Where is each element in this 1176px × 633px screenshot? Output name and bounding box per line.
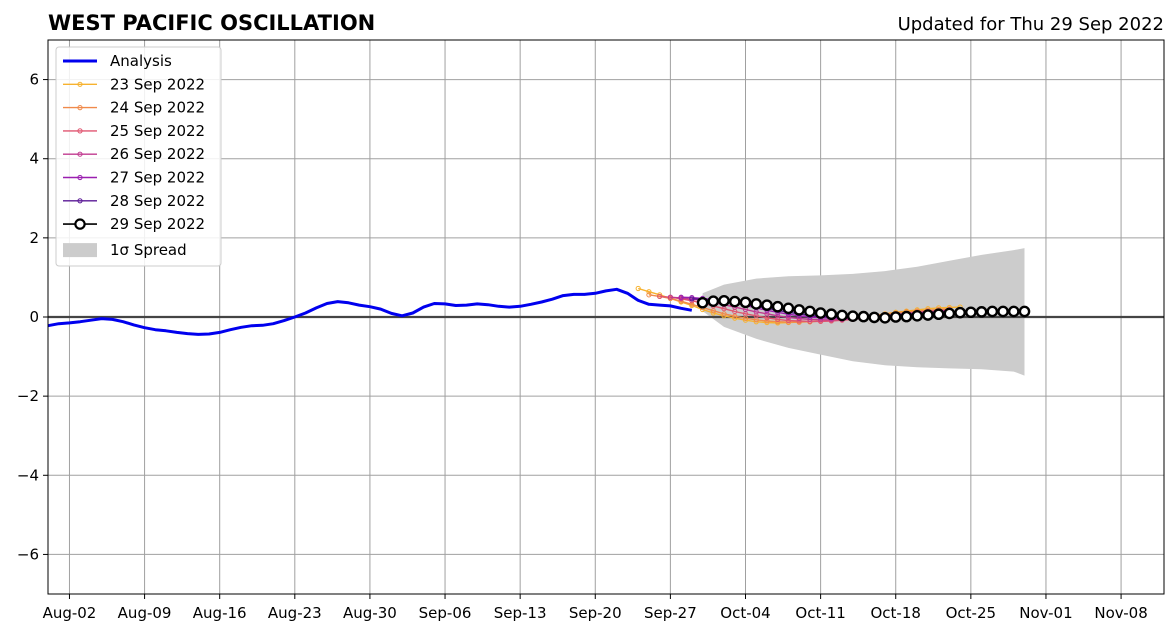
x-tick-label: Sep-27 <box>644 604 697 622</box>
forecast-point <box>739 296 752 309</box>
forecast-point <box>696 296 709 309</box>
forecast-point <box>728 295 741 308</box>
legend-forecast-marker <box>77 198 83 204</box>
forecast-point <box>646 292 652 298</box>
legend-forecast-label: 23 Sep 2022 <box>110 75 205 93</box>
forecast-point <box>771 300 784 313</box>
legend-forecast-label: 27 Sep 2022 <box>110 169 205 187</box>
forecast-point <box>857 310 870 323</box>
forecast-point <box>911 310 923 322</box>
forecast-point <box>889 311 902 323</box>
forecast-point <box>775 316 781 322</box>
legend-forecast-label: 24 Sep 2022 <box>110 99 205 117</box>
forecast-point <box>793 304 805 316</box>
legend-forecast-marker <box>74 218 86 230</box>
legend-analysis-label: Analysis <box>110 52 172 70</box>
chart-subtitle: Updated for Thu 29 Sep 2022 <box>898 14 1164 35</box>
legend-forecast-marker <box>77 174 83 181</box>
forecast-point <box>635 285 641 292</box>
series-lines <box>47 285 1031 336</box>
forecast-point <box>1018 305 1031 318</box>
forecast-point <box>1007 305 1020 318</box>
x-tick-label: Aug-23 <box>268 604 322 622</box>
legend-forecast-marker <box>77 128 83 134</box>
y-tick-label: −4 <box>17 466 39 484</box>
forecast-point <box>721 311 727 317</box>
forecast-point <box>732 313 738 319</box>
forecast-point <box>868 311 881 324</box>
forecast-point <box>667 294 673 300</box>
forecast-point <box>954 306 966 319</box>
x-tick-label: Aug-02 <box>43 604 97 622</box>
forecast-point <box>707 295 720 307</box>
legend: Analysis 23 Sep 2022 24 Sep 2022 25 Sep 202… <box>55 46 222 267</box>
y-tick-label: −2 <box>17 387 39 405</box>
forecast-point <box>646 289 652 295</box>
forecast-point <box>975 306 988 318</box>
forecast-point <box>657 293 663 300</box>
y-tick-label: 6 <box>29 71 39 89</box>
forecast-series <box>696 294 1031 324</box>
legend-spread-label: 1σ Spread <box>110 241 187 259</box>
forecast-point <box>825 308 838 321</box>
x-tick-label: Oct-25 <box>946 604 996 622</box>
x-tick-label: Nov-08 <box>1094 604 1147 622</box>
forecast-point <box>689 301 695 307</box>
legend-forecast-marker <box>77 81 83 87</box>
x-tick-label: Sep-06 <box>419 604 472 622</box>
forecast-point <box>764 311 770 317</box>
forecast-point <box>689 296 695 302</box>
forecast-point <box>775 313 781 319</box>
forecast-point <box>782 302 795 315</box>
y-tick-label: 0 <box>29 308 39 326</box>
forecast-point <box>879 311 891 324</box>
forecast-point <box>965 306 977 319</box>
forecast-point <box>932 308 945 321</box>
legend-forecast-label: 29 Sep 2022 <box>110 215 205 233</box>
y-tick-label: 2 <box>29 229 39 247</box>
y-tick-label: 4 <box>29 150 39 168</box>
axis-ticks: Aug-02 Aug-09 Aug-16 Aug-23 Aug-30 Sep-06 Sep-… <box>17 71 1148 622</box>
legend-spread-swatch <box>63 243 97 258</box>
x-tick-label: Oct-18 <box>871 604 921 622</box>
forecast-point <box>900 310 913 323</box>
legend-forecast-label: 25 Sep 2022 <box>110 122 205 140</box>
forecast-point <box>718 294 730 307</box>
forecast-point <box>804 305 816 318</box>
forecast-point <box>785 314 792 320</box>
legend-forecast-marker <box>77 105 83 111</box>
analysis-line <box>47 287 693 336</box>
forecast-point <box>814 307 827 319</box>
forecast-point <box>922 309 934 321</box>
forecast-point <box>750 298 763 310</box>
legend-forecast-label: 26 Sep 2022 <box>110 145 205 163</box>
legend-box <box>55 46 222 267</box>
x-tick-label: Oct-11 <box>795 604 845 622</box>
forecast-point <box>764 318 770 324</box>
forecast-point <box>678 294 684 300</box>
forecast-point <box>836 309 848 322</box>
x-tick-label: Aug-09 <box>118 604 172 622</box>
forecast-point <box>761 299 773 311</box>
legend-forecast-marker <box>77 151 83 157</box>
forecast-point <box>943 307 956 320</box>
x-tick-label: Sep-20 <box>569 604 622 622</box>
x-tick-label: Nov-01 <box>1019 604 1072 622</box>
x-tick-label: Sep-13 <box>494 604 547 622</box>
x-tick-label: Aug-30 <box>343 604 397 622</box>
forecast-point <box>997 305 1009 318</box>
forecast-point <box>847 310 859 323</box>
x-tick-label: Aug-16 <box>193 604 247 622</box>
forecast-point <box>710 308 716 314</box>
x-tick-label: Oct-04 <box>720 604 770 622</box>
forecast-point <box>785 317 792 324</box>
forecast-point <box>986 305 999 318</box>
legend-forecast-label: 28 Sep 2022 <box>110 192 205 210</box>
chart-title: WEST PACIFIC OSCILLATION <box>48 11 375 35</box>
y-tick-label: −6 <box>17 545 39 563</box>
